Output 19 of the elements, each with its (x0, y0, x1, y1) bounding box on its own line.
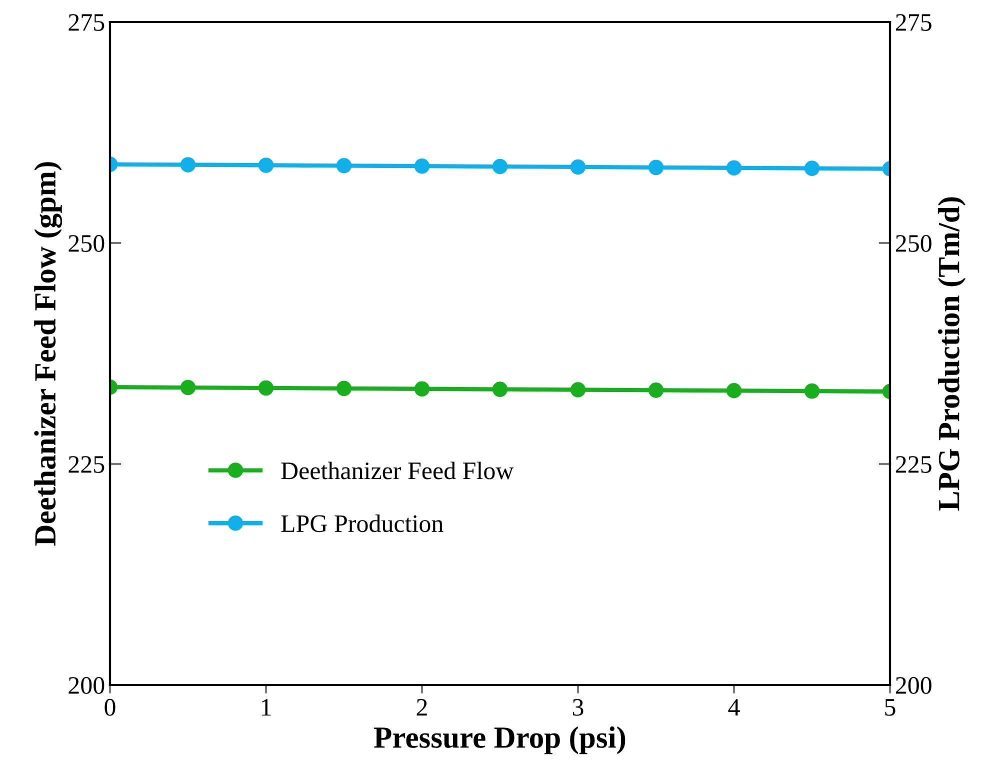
y2-tick-label: 200 (896, 677, 932, 694)
y-tick-label: 200 (68, 677, 104, 694)
y2-tick-label: 225 (896, 456, 932, 473)
y-tick-label: 250 (68, 235, 104, 252)
y-tick-label: 225 (68, 456, 104, 473)
x-tick-label: 2 (416, 698, 427, 716)
x-tick-label: 1 (262, 699, 271, 716)
legend-label: LPG Production (281, 514, 444, 532)
legend-label: Deethanizer Feed Flow (281, 462, 514, 480)
y2-tick-label: 250 (896, 235, 932, 252)
y-tick-label: 275 (68, 14, 104, 31)
y2-axis-title: LPG Production (Tm/d) (938, 197, 966, 511)
x-tick-label: 3 (572, 698, 584, 716)
y2-tick-label: 275 (896, 14, 932, 31)
x-tick-label: 4 (728, 699, 740, 716)
x-tick-label: 0 (104, 698, 116, 716)
y-axis-title: Deethanizer Feed Flow (gpm) (34, 162, 62, 546)
x-axis-title: Pressure Drop (psi) (374, 726, 626, 754)
x-tick-label: 5 (885, 699, 896, 716)
